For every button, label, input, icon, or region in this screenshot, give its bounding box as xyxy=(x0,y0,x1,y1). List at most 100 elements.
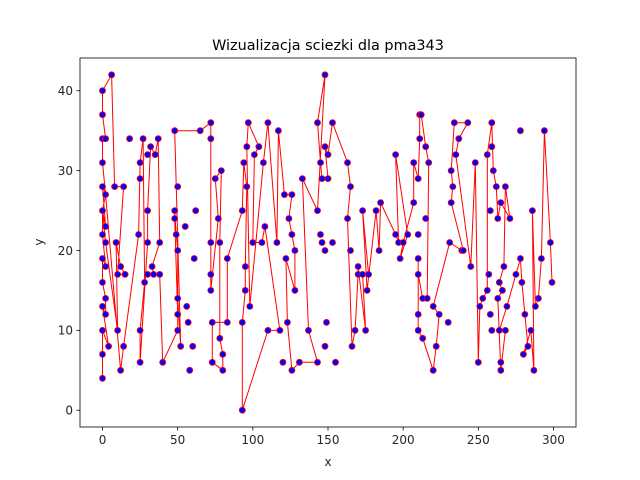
data-point xyxy=(529,207,536,215)
data-point xyxy=(512,270,520,278)
data-point xyxy=(467,263,475,270)
data-point xyxy=(288,366,296,374)
data-point xyxy=(354,263,362,270)
data-point xyxy=(208,358,216,366)
y-axis-label: y xyxy=(32,238,46,245)
x-tick-label: 100 xyxy=(241,433,264,447)
data-point xyxy=(102,191,109,199)
data-point xyxy=(414,255,422,262)
data-point xyxy=(102,294,109,302)
data-point xyxy=(377,199,385,207)
data-point xyxy=(324,175,332,183)
data-point xyxy=(174,310,182,318)
data-point xyxy=(288,191,296,199)
data-point xyxy=(488,143,496,151)
x-tick-label: 50 xyxy=(170,433,185,447)
data-point xyxy=(417,111,425,119)
data-point xyxy=(344,159,351,167)
data-point xyxy=(207,135,215,143)
data-point xyxy=(547,239,554,246)
data-point xyxy=(404,231,412,238)
data-point xyxy=(541,127,548,135)
data-point xyxy=(243,183,251,191)
data-point xyxy=(102,310,109,318)
data-point xyxy=(159,358,167,366)
data-point xyxy=(285,215,293,222)
data-point xyxy=(135,231,143,238)
data-point xyxy=(207,286,215,294)
data-point xyxy=(207,119,215,127)
data-point xyxy=(276,326,284,334)
data-point xyxy=(120,183,127,191)
data-point xyxy=(435,310,443,318)
data-point xyxy=(527,326,535,334)
data-point xyxy=(99,111,106,119)
data-point xyxy=(208,318,216,326)
data-point xyxy=(396,255,404,262)
data-point xyxy=(147,143,155,151)
data-point xyxy=(105,342,112,350)
data-point xyxy=(154,135,162,143)
data-point xyxy=(501,183,509,191)
data-point xyxy=(211,175,219,183)
data-point xyxy=(332,358,339,366)
data-point xyxy=(329,239,336,246)
data-point xyxy=(261,223,269,230)
data-point xyxy=(183,302,191,310)
data-point xyxy=(102,239,109,246)
data-point xyxy=(99,278,106,286)
data-point xyxy=(488,326,496,334)
data-point xyxy=(99,231,106,238)
data-point xyxy=(190,255,198,262)
data-point xyxy=(246,302,254,310)
data-point xyxy=(471,159,479,167)
data-point xyxy=(486,310,494,318)
y-tick-label: 30 xyxy=(58,164,73,178)
data-point xyxy=(186,366,194,374)
data-point xyxy=(141,278,149,286)
x-axis-label: x xyxy=(324,455,331,469)
data-point xyxy=(136,159,144,167)
x-tick-label: 0 xyxy=(99,433,107,447)
data-point xyxy=(219,350,227,358)
data-point xyxy=(171,207,179,215)
data-point xyxy=(399,239,407,246)
data-point xyxy=(494,294,502,302)
data-point xyxy=(497,199,505,207)
data-point xyxy=(321,342,329,350)
data-point xyxy=(117,263,124,270)
data-point xyxy=(144,207,152,215)
data-point xyxy=(497,366,505,374)
data-point xyxy=(102,135,109,143)
data-point xyxy=(151,151,159,159)
data-point xyxy=(359,207,367,215)
data-point xyxy=(99,87,106,95)
x-tick-label: 250 xyxy=(467,433,490,447)
data-point xyxy=(240,159,248,167)
data-point xyxy=(174,247,182,254)
data-point xyxy=(419,334,427,342)
data-point xyxy=(479,294,487,302)
data-point xyxy=(174,183,182,191)
data-point xyxy=(489,167,497,175)
data-point xyxy=(108,71,115,79)
data-point xyxy=(520,350,527,358)
data-point xyxy=(283,318,291,326)
data-point xyxy=(444,318,452,326)
data-point xyxy=(114,326,121,334)
data-point xyxy=(314,119,321,127)
data-point xyxy=(517,127,524,135)
data-point xyxy=(279,358,287,366)
data-point xyxy=(410,159,418,167)
y-tick-label: 40 xyxy=(58,84,73,98)
data-point xyxy=(258,239,266,246)
data-point xyxy=(351,326,359,334)
data-point xyxy=(414,270,422,278)
data-point xyxy=(359,270,367,278)
data-point xyxy=(291,286,299,294)
data-point xyxy=(189,342,197,350)
data-point xyxy=(506,215,514,222)
data-point xyxy=(280,191,288,199)
data-point xyxy=(156,239,164,246)
